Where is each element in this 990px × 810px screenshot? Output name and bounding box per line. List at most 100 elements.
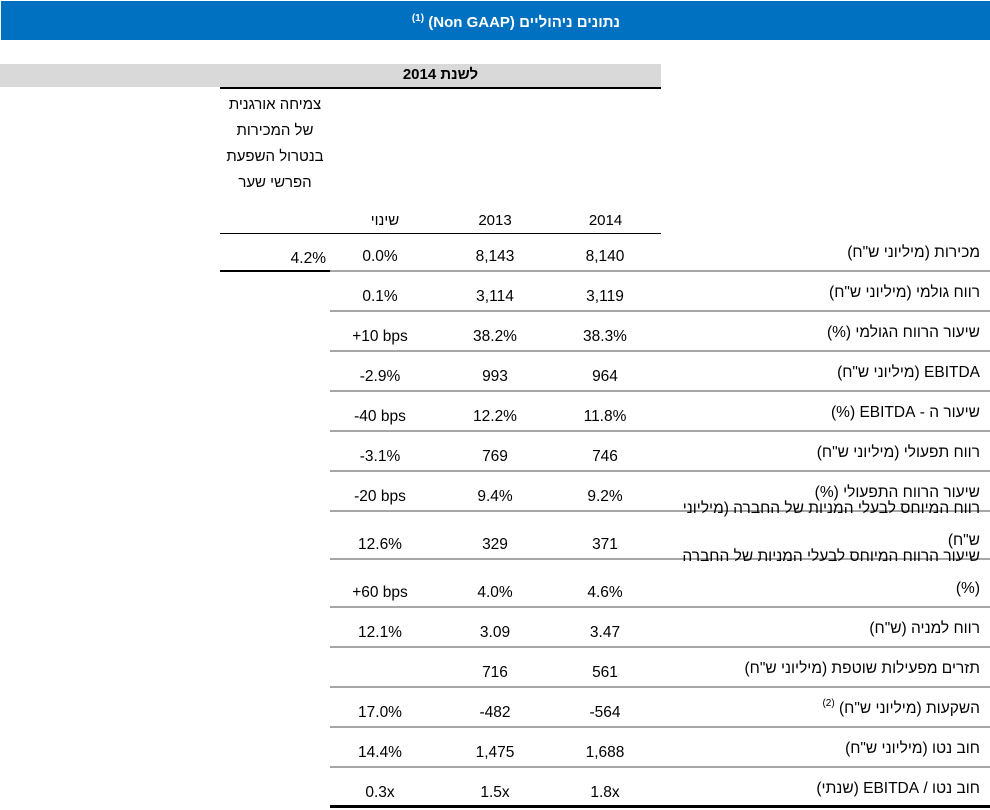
cell-2013: 4.0%: [477, 584, 513, 601]
cell-change: 12.6%: [358, 536, 402, 553]
row-label: רווח תפעולי (מיליוני ש"ח): [660, 437, 980, 469]
cell-2014: -564: [589, 704, 621, 721]
cell-change: -20 bps: [354, 488, 406, 505]
row-footnote: (2): [822, 698, 835, 709]
cell-change: 14.4%: [358, 744, 402, 761]
table-row: 0.0% 8,143 8,140 מכירות (מיליוני ש"ח): [330, 234, 990, 272]
row-divider: [330, 310, 990, 312]
table-row: 0.3x 1.5x 1.8x חוב נטו / EBITDA (שנתי): [330, 768, 990, 808]
table-row: 17.0% -482 -564 השקעות (מיליוני ש"ח) (2): [330, 688, 990, 728]
row-divider: [330, 270, 990, 272]
row-divider: [330, 350, 990, 352]
cell-2013: 993: [482, 368, 508, 385]
cell-2014: 9.2%: [587, 488, 623, 505]
row-label-text: שיעור ה - EBITDA (%): [831, 404, 980, 421]
organic-growth-value: 4.2%: [290, 250, 326, 267]
cell-change: 17.0%: [358, 704, 402, 721]
cell-change: -2.9%: [359, 368, 401, 385]
title-text: נתונים ניהוליים (Non GAAP): [428, 14, 620, 31]
cell-2013: 769: [482, 448, 508, 465]
row-label-text: תזרים מפעילות שוטפת (מיליוני ש"ח): [744, 660, 980, 677]
row-label: שיעור הרווח הגולמי (%): [660, 317, 980, 349]
table-row: +10 bps 38.2% 38.3% שיעור הרווח הגולמי (%): [330, 312, 990, 352]
row-divider: [330, 430, 990, 432]
row-label-text: חוב נטו / EBITDA (שנתי): [816, 780, 980, 797]
cell-2013: 1.5x: [480, 784, 510, 801]
table-row: 12.1% 3.09 3.47 רווח למניה (ש"ח): [330, 608, 990, 648]
cell-change: 0.0%: [362, 248, 398, 265]
cell-2013: 329: [482, 536, 508, 553]
row-label-text: רווח גולמי (מיליוני ש"ח): [829, 284, 980, 301]
cell-2014: 11.8%: [583, 408, 627, 425]
cell-2014: 561: [592, 664, 618, 681]
column-header-2013: 2013: [478, 212, 512, 229]
cell-2014: 3.47: [589, 624, 621, 641]
cell-change: -3.1%: [359, 448, 401, 465]
table-row: 12.6% 329 371 רווח המיוחס לבעלי המניות של ה…: [330, 500, 990, 560]
table-row: +60 bps 4.0% 4.6% שיעור הרווח המיוחס לבעלי …: [330, 548, 990, 608]
row-label: רווח המיוחס לבעלי המניות של החברה (מיליו…: [660, 493, 980, 557]
row-label-text: שיעור הרווח הגולמי (%): [826, 324, 980, 341]
cell-2013: 9.4%: [477, 488, 513, 505]
row-label: חוב נטו (מיליוני ש"ח): [660, 733, 980, 765]
table-row: -20 bps 9.4% 9.2% שיעור הרווח התפעולי (%): [330, 472, 990, 512]
period-label: לשנת 2014: [402, 66, 479, 83]
row-label: שיעור הרווח התפעולי (%): [660, 477, 980, 509]
row-divider: [330, 606, 990, 608]
cell-2013: 716: [482, 664, 508, 681]
cell-2013: -482: [479, 704, 511, 721]
cell-change: 0.1%: [362, 288, 398, 305]
row-label-text: EBITDA (מיליוני ש"ח): [837, 364, 980, 381]
column-header-divider: [220, 233, 661, 234]
row-label: שיעור הרווח המיוחס לבעלי המניות של החברה…: [660, 541, 980, 605]
row-label-text: חוב נטו (מיליוני ש"ח): [845, 740, 980, 757]
row-label-text: שיעור הרווח התפעולי (%): [814, 484, 980, 501]
row-label-text: שיעור הרווח המיוחס לבעלי המניות של החברה…: [682, 548, 980, 597]
cell-change: 0.3x: [365, 784, 395, 801]
row-label-text: רווח למניה (ש"ח): [869, 620, 980, 637]
table-row: 14.4% 1,475 1,688 חוב נטו (מיליוני ש"ח): [330, 728, 990, 768]
cell-2014: 1,688: [585, 744, 625, 761]
title-footnote: (1): [411, 13, 425, 24]
row-label: שיעור ה - EBITDA (%): [660, 397, 980, 429]
period-bar: [0, 64, 661, 87]
cell-2014: 1.8x: [590, 784, 620, 801]
cell-2014: 8,140: [585, 248, 625, 265]
row-divider: [330, 805, 990, 808]
row-label: השקעות (מיליוני ש"ח) (2): [660, 688, 980, 725]
row-label: מכירות (מיליוני ש"ח): [660, 237, 980, 269]
cell-2013: 38.2%: [473, 328, 517, 345]
column-header-change: שינוי: [370, 212, 400, 229]
period-divider: [220, 87, 661, 89]
cell-2014: 746: [592, 448, 618, 465]
row-divider: [330, 390, 990, 392]
row-label: רווח למניה (ש"ח): [660, 613, 980, 645]
cell-2013: 8,143: [475, 248, 515, 265]
row-divider: [330, 686, 990, 688]
cell-change: +10 bps: [352, 328, 408, 345]
row-label: חוב נטו / EBITDA (שנתי): [660, 773, 980, 805]
row-label: רווח גולמי (מיליוני ש"ח): [660, 277, 980, 309]
cell-2013: 3,114: [476, 288, 514, 305]
page-title: נתונים ניהוליים (Non GAAP) (1): [412, 13, 620, 31]
cell-change: 12.1%: [358, 624, 402, 641]
table-row: -40 bps 12.2% 11.8% שיעור ה - EBITDA (%): [330, 392, 990, 432]
organic-growth-divider: [220, 270, 330, 272]
cell-2014: 3,119: [586, 288, 624, 305]
cell-2014: 38.3%: [583, 328, 627, 345]
table-row: -2.9% 993 964 EBITDA (מיליוני ש"ח): [330, 352, 990, 392]
cell-2014: 4.6%: [587, 584, 623, 601]
row-divider: [330, 510, 990, 512]
cell-2014: 371: [592, 536, 618, 553]
column-header-organic-growth: צמיחה אורגנית של המכירות בנטרול השפעת הפ…: [226, 96, 324, 191]
table-row: 716 561 תזרים מפעילות שוטפת (מיליוני ש"ח): [330, 648, 990, 688]
row-divider: [330, 558, 990, 560]
cell-change: -40 bps: [354, 408, 406, 425]
column-header-2014: 2014: [588, 212, 623, 229]
row-label: EBITDA (מיליוני ש"ח): [660, 357, 980, 389]
table-row: -3.1% 769 746 רווח תפעולי (מיליוני ש"ח): [330, 432, 990, 472]
row-label: תזרים מפעילות שוטפת (מיליוני ש"ח): [660, 653, 980, 685]
cell-2013: 3.09: [479, 624, 511, 641]
row-divider: [330, 726, 990, 728]
row-label-text: השקעות (מיליוני ש"ח): [839, 700, 980, 717]
